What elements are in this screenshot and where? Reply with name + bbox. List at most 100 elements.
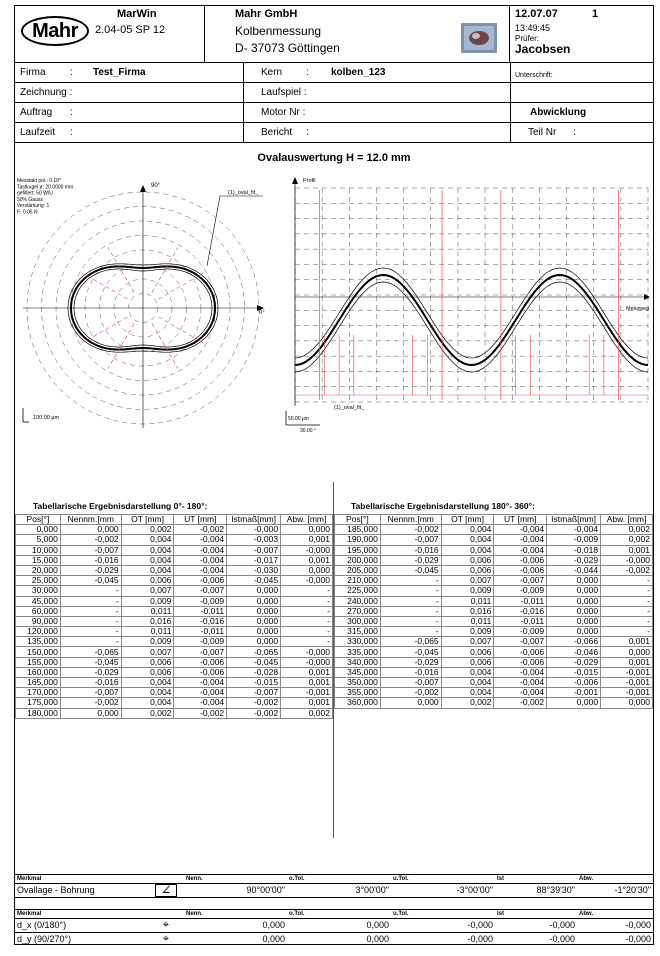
- table-row: 30,000-0,007 -0,007 0,000-: [15, 585, 333, 597]
- table-cell: 5,000: [15, 534, 61, 546]
- table-cell: -: [600, 626, 653, 638]
- table-cell: 45,000: [15, 595, 61, 607]
- table-cell: 0,009: [120, 636, 175, 648]
- table-cell: -0,045: [226, 575, 282, 587]
- table-cell: -0,046: [546, 646, 602, 658]
- linear-legend: (1)_oval_fit_: [334, 405, 365, 411]
- table-cell: -0,007: [59, 544, 122, 556]
- table-cell: 330,000: [334, 636, 381, 648]
- table-row: 340,000 -0,029 0,006 -0,006 -0,029 0,001: [334, 656, 653, 668]
- dy-name: d_y (90/270°): [17, 934, 72, 944]
- table-right-title: Tabellarische Ergebnisdarstellung 180°- …: [351, 501, 535, 511]
- table-cell: 0,004: [440, 666, 495, 679]
- table-cell: 170,000: [15, 687, 61, 699]
- table-cell: 195,000: [334, 544, 381, 556]
- table-cell: -0,000: [280, 544, 333, 556]
- table-cell: -: [600, 605, 653, 617]
- table-row: 25,000 -0,045 0,006 -0,006 -0,045 -0,000: [15, 575, 333, 587]
- table-cell: 0,007: [440, 575, 495, 587]
- table-row: 20,000 -0,029 0,004 -0,004 -0,030 0,000: [15, 564, 333, 577]
- motor-label: Motor Nr :: [261, 107, 306, 118]
- table-row: 45,000-0,009 -0,009 0,000-: [15, 595, 333, 607]
- table-cell: 0,000: [546, 585, 602, 597]
- table-cell: 0,007: [120, 646, 175, 658]
- position-symbol-icon: ⌖: [162, 933, 170, 945]
- column-header: Nennm.[mm: [59, 513, 122, 526]
- table-cell: -0,011: [493, 615, 548, 628]
- table-cell: -0,045: [59, 575, 122, 587]
- table-cell: -0,002: [59, 697, 122, 709]
- table-cell: 0,000: [59, 524, 122, 536]
- chart-title: Ovalauswertung H = 12.0 mm: [257, 152, 411, 164]
- software-name: MarWin: [117, 8, 157, 20]
- table-row: 190,000 -0,007 0,004 -0,004 -0,009 0,002: [334, 534, 653, 546]
- table-cell: -0,029: [546, 656, 602, 668]
- table-cell: -: [280, 636, 333, 648]
- table-cell: 0,004: [440, 687, 495, 699]
- company-name: Mahr GmbH: [235, 8, 298, 20]
- table-row: 170,000 -0,007 0,004 -0,004 -0,007 -0,001: [15, 687, 333, 699]
- polar-note: Verstärkung: 1: [17, 203, 49, 209]
- table-cell: 10,000: [15, 544, 61, 556]
- table-cell: 0,000: [59, 707, 122, 719]
- table-cell: 0,001: [600, 636, 653, 648]
- table-cell: -0,028: [226, 666, 282, 679]
- table-row: 335,000 -0,045 0,006 -0,006 -0,046 0,000: [334, 646, 653, 658]
- table-cell: 120,000: [15, 626, 61, 638]
- table-cell: 0,009: [440, 585, 495, 597]
- table-cell: 0,004: [120, 544, 175, 556]
- table-cell: 20,000: [15, 564, 61, 577]
- table-cell: -0,001: [546, 687, 602, 699]
- bericht-label: Bericht: [261, 127, 293, 138]
- table-cell: -0,029: [59, 666, 122, 679]
- table-cell: 0,000: [546, 595, 602, 607]
- table-cell: 200,000: [334, 554, 381, 566]
- table-cell: -0,004: [173, 534, 228, 546]
- table-cell: -0,065: [379, 636, 442, 648]
- table-cell: -0,007: [379, 676, 442, 689]
- table-row: 185,000 -0,002 0,004 -0,004 -0,004 0,002: [334, 524, 653, 536]
- table-cell: 15,000: [15, 554, 61, 566]
- table-cell: -0,004: [173, 676, 228, 689]
- report-date: 12.07.07: [515, 8, 558, 20]
- info-row-zeichnung: Zeichnung : Laufspiel :: [15, 83, 653, 103]
- table-cell: -: [59, 626, 122, 638]
- table-cell: 180,000: [15, 707, 61, 719]
- table-row: 345,000 -0,016 0,004 -0,004 -0,015 -0,001: [334, 666, 653, 679]
- table-cell: 300,000: [334, 615, 381, 628]
- table-cell: 0,004: [440, 676, 495, 689]
- report-header: Mahr MarWin 2.04-05 SP 12 Mahr GmbH Kolb…: [15, 6, 653, 63]
- column-header: Pos[°]: [15, 513, 61, 526]
- table-cell: 0,001: [280, 697, 333, 709]
- table-row: 225,000-0,009 -0,009 0,000-: [334, 585, 653, 597]
- table-cell: 0,000: [226, 605, 282, 617]
- table-cell: -0,002: [173, 524, 228, 536]
- table-cell: -0,001: [600, 666, 653, 679]
- table-cell: -0,007: [59, 687, 122, 699]
- table-cell: 0,009: [120, 595, 175, 607]
- table-cell: 0,006: [440, 656, 495, 668]
- polar-note: F: 0.05 N: [17, 210, 38, 216]
- table-cell: -0,007: [493, 636, 548, 648]
- measurement-type: Kolbenmessung: [235, 24, 322, 38]
- table-cell: -: [600, 575, 653, 587]
- report-page: Mahr MarWin 2.04-05 SP 12 Mahr GmbH Kolb…: [14, 5, 654, 945]
- table-cell: -0,065: [59, 646, 122, 658]
- table-cell: -: [379, 585, 442, 597]
- table-cell: 185,000: [334, 524, 381, 536]
- mahr-logo: Mahr: [21, 16, 89, 46]
- table-cell: 0,002: [600, 534, 653, 546]
- table-cell: -: [600, 615, 653, 628]
- table-cell: 0,000: [546, 575, 602, 587]
- column-header: Istmaß[mm]: [226, 513, 282, 526]
- angle-0-label: 0°: [259, 310, 265, 316]
- table-cell: -0,004: [173, 564, 228, 577]
- firma-label: Firma: [20, 67, 46, 78]
- table-cell: -0,009: [173, 636, 228, 648]
- auftrag-label: Auftrag: [20, 107, 53, 118]
- ovallage-abw: -1°20'30": [614, 885, 651, 895]
- table-row: 15,000 -0,016 0,004 -0,004 -0,017 0,001: [15, 554, 333, 566]
- ovallage-otol: 3°00'00": [355, 885, 389, 895]
- table-cell: 0,006: [440, 646, 495, 658]
- table-cell: -0,000: [280, 656, 333, 668]
